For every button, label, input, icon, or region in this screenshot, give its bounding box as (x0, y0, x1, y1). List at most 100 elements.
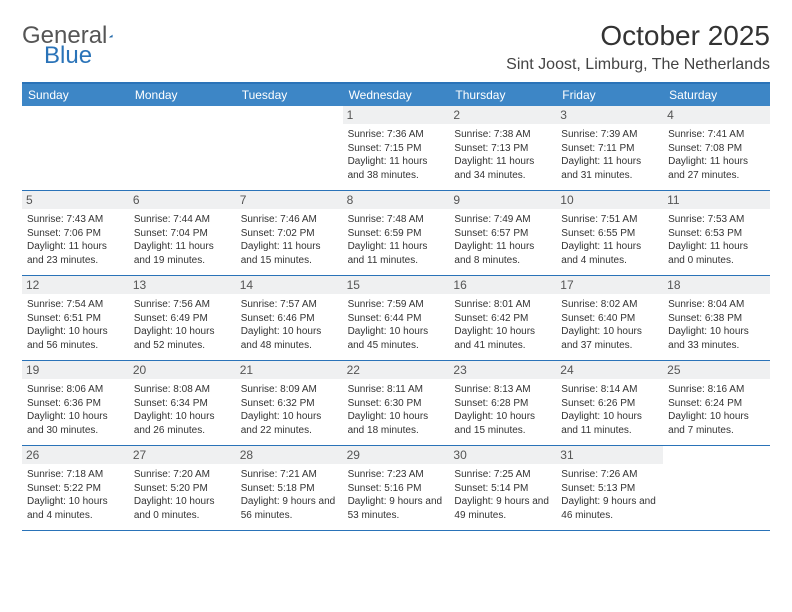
day-cell: 18 Sunrise: 8:04 AMSunset: 6:38 PMDayligh… (663, 276, 770, 360)
day-number: 27 (129, 446, 236, 464)
day-detail: Sunrise: 7:43 AMSunset: 7:06 PMDaylight:… (27, 213, 124, 267)
day-number: 30 (449, 446, 556, 464)
day-cell: 27 Sunrise: 7:20 AMSunset: 5:20 PMDayligh… (129, 446, 236, 530)
day-number: 6 (129, 191, 236, 209)
day-cell: 10 Sunrise: 7:51 AMSunset: 6:55 PMDayligh… (556, 191, 663, 275)
day-detail: Sunrise: 7:25 AMSunset: 5:14 PMDaylight:… (454, 468, 551, 522)
month-title: October 2025 (506, 20, 770, 52)
day-cell: 28 Sunrise: 7:21 AMSunset: 5:18 PMDayligh… (236, 446, 343, 530)
day-detail: Sunrise: 8:04 AMSunset: 6:38 PMDaylight:… (668, 298, 765, 352)
day-cell: 9 Sunrise: 7:49 AMSunset: 6:57 PMDaylight… (449, 191, 556, 275)
day-detail: Sunrise: 7:44 AMSunset: 7:04 PMDaylight:… (134, 213, 231, 267)
day-header-row: Sunday Monday Tuesday Wednesday Thursday… (22, 84, 770, 106)
day-number: 23 (449, 361, 556, 379)
day-number: 3 (556, 106, 663, 124)
logo-text-blue: Blue (44, 44, 92, 68)
day-number: 25 (663, 361, 770, 379)
day-header-friday: Friday (556, 84, 663, 106)
day-number: 26 (22, 446, 129, 464)
day-cell: 22 Sunrise: 8:11 AMSunset: 6:30 PMDayligh… (343, 361, 450, 445)
day-number: 21 (236, 361, 343, 379)
day-cell: 23 Sunrise: 8:13 AMSunset: 6:28 PMDayligh… (449, 361, 556, 445)
day-cell: 29Sunrise: 7:23 AMSunset: 5:16 PMDayligh… (343, 446, 450, 530)
day-cell: 12 Sunrise: 7:54 AMSunset: 6:51 PMDayligh… (22, 276, 129, 360)
day-number: 22 (343, 361, 450, 379)
day-number: 15 (343, 276, 450, 294)
day-number: 12 (22, 276, 129, 294)
day-cell: 4 Sunrise: 7:41 AMSunset: 7:08 PMDaylight… (663, 106, 770, 190)
day-detail: Sunrise: 7:18 AMSunset: 5:22 PMDaylight:… (27, 468, 124, 522)
day-detail: Sunrise: 7:54 AMSunset: 6:51 PMDaylight:… (27, 298, 124, 352)
day-cell: 6 Sunrise: 7:44 AMSunset: 7:04 PMDaylight… (129, 191, 236, 275)
day-header-thursday: Thursday (449, 84, 556, 106)
day-detail: Sunrise: 7:26 AMSunset: 5:13 PMDaylight:… (561, 468, 658, 522)
day-number: 2 (449, 106, 556, 124)
day-detail: Sunrise: 7:41 AMSunset: 7:08 PMDaylight:… (668, 128, 765, 182)
week-row: 19Sunrise: 8:06 AMSunset: 6:36 PMDayligh… (22, 361, 770, 446)
empty-cell (663, 446, 770, 530)
day-detail: Sunrise: 7:38 AMSunset: 7:13 PMDaylight:… (454, 128, 551, 182)
logo-triangle-icon (109, 26, 113, 46)
day-detail: Sunrise: 7:56 AMSunset: 6:49 PMDaylight:… (134, 298, 231, 352)
day-cell: 7 Sunrise: 7:46 AMSunset: 7:02 PMDaylight… (236, 191, 343, 275)
day-number: 18 (663, 276, 770, 294)
day-detail: Sunrise: 7:21 AMSunset: 5:18 PMDaylight:… (241, 468, 338, 522)
day-detail: Sunrise: 7:46 AMSunset: 7:02 PMDaylight:… (241, 213, 338, 267)
day-cell: 5 Sunrise: 7:43 AMSunset: 7:06 PMDaylight… (22, 191, 129, 275)
day-number: 5 (22, 191, 129, 209)
day-number: 28 (236, 446, 343, 464)
day-header-sunday: Sunday (22, 84, 129, 106)
day-cell: 26 Sunrise: 7:18 AMSunset: 5:22 PMDayligh… (22, 446, 129, 530)
day-header-wednesday: Wednesday (343, 84, 450, 106)
day-number: 14 (236, 276, 343, 294)
day-number: 9 (449, 191, 556, 209)
empty-cell (236, 106, 343, 190)
day-number: 13 (129, 276, 236, 294)
title-block: October 2025 Sint Joost, Limburg, The Ne… (506, 20, 770, 74)
day-detail: Sunrise: 7:20 AMSunset: 5:20 PMDaylight:… (134, 468, 231, 522)
day-detail: Sunrise: 7:48 AMSunset: 6:59 PMDaylight:… (348, 213, 445, 267)
day-detail: Sunrise: 7:59 AMSunset: 6:44 PMDaylight:… (348, 298, 445, 352)
day-number: 24 (556, 361, 663, 379)
day-number: 8 (343, 191, 450, 209)
day-number: 16 (449, 276, 556, 294)
location-title: Sint Joost, Limburg, The Netherlands (506, 56, 770, 74)
day-cell: 17Sunrise: 8:02 AMSunset: 6:40 PMDayligh… (556, 276, 663, 360)
day-number: 4 (663, 106, 770, 124)
day-number: 20 (129, 361, 236, 379)
day-cell: 20Sunrise: 8:08 AMSunset: 6:34 PMDayligh… (129, 361, 236, 445)
day-detail: Sunrise: 8:13 AMSunset: 6:28 PMDaylight:… (454, 383, 551, 437)
day-cell: 30 Sunrise: 7:25 AMSunset: 5:14 PMDayligh… (449, 446, 556, 530)
calendar-grid: Sunday Monday Tuesday Wednesday Thursday… (22, 82, 770, 531)
day-number: 10 (556, 191, 663, 209)
day-cell: 25Sunrise: 8:16 AMSunset: 6:24 PMDayligh… (663, 361, 770, 445)
week-row: 5 Sunrise: 7:43 AMSunset: 7:06 PMDaylight… (22, 191, 770, 276)
day-cell: 19Sunrise: 8:06 AMSunset: 6:36 PMDayligh… (22, 361, 129, 445)
day-cell: 8 Sunrise: 7:48 AMSunset: 6:59 PMDaylight… (343, 191, 450, 275)
day-detail: Sunrise: 7:57 AMSunset: 6:46 PMDaylight:… (241, 298, 338, 352)
day-number: 11 (663, 191, 770, 209)
day-cell: 14 Sunrise: 7:57 AMSunset: 6:46 PMDayligh… (236, 276, 343, 360)
day-header-tuesday: Tuesday (236, 84, 343, 106)
day-header-monday: Monday (129, 84, 236, 106)
week-row: 1Sunrise: 7:36 AMSunset: 7:15 PMDaylight… (22, 106, 770, 191)
day-detail: Sunrise: 7:49 AMSunset: 6:57 PMDaylight:… (454, 213, 551, 267)
day-cell: 3 Sunrise: 7:39 AMSunset: 7:11 PMDaylight… (556, 106, 663, 190)
day-cell: 31 Sunrise: 7:26 AMSunset: 5:13 PMDayligh… (556, 446, 663, 530)
day-number: 17 (556, 276, 663, 294)
day-cell: 2 Sunrise: 7:38 AMSunset: 7:13 PMDaylight… (449, 106, 556, 190)
day-number: 1 (343, 106, 450, 124)
day-number: 31 (556, 446, 663, 464)
day-detail: Sunrise: 8:11 AMSunset: 6:30 PMDaylight:… (348, 383, 445, 437)
day-cell: 13 Sunrise: 7:56 AMSunset: 6:49 PMDayligh… (129, 276, 236, 360)
day-cell: 24 Sunrise: 8:14 AMSunset: 6:26 PMDayligh… (556, 361, 663, 445)
day-detail: Sunrise: 7:51 AMSunset: 6:55 PMDaylight:… (561, 213, 658, 267)
day-number: 7 (236, 191, 343, 209)
day-detail: Sunrise: 7:39 AMSunset: 7:11 PMDaylight:… (561, 128, 658, 182)
day-detail: Sunrise: 8:14 AMSunset: 6:26 PMDaylight:… (561, 383, 658, 437)
day-detail: Sunrise: 8:06 AMSunset: 6:36 PMDaylight:… (27, 383, 124, 437)
day-detail: Sunrise: 7:53 AMSunset: 6:53 PMDaylight:… (668, 213, 765, 267)
empty-cell (129, 106, 236, 190)
day-cell: 15 Sunrise: 7:59 AMSunset: 6:44 PMDayligh… (343, 276, 450, 360)
empty-cell (22, 106, 129, 190)
